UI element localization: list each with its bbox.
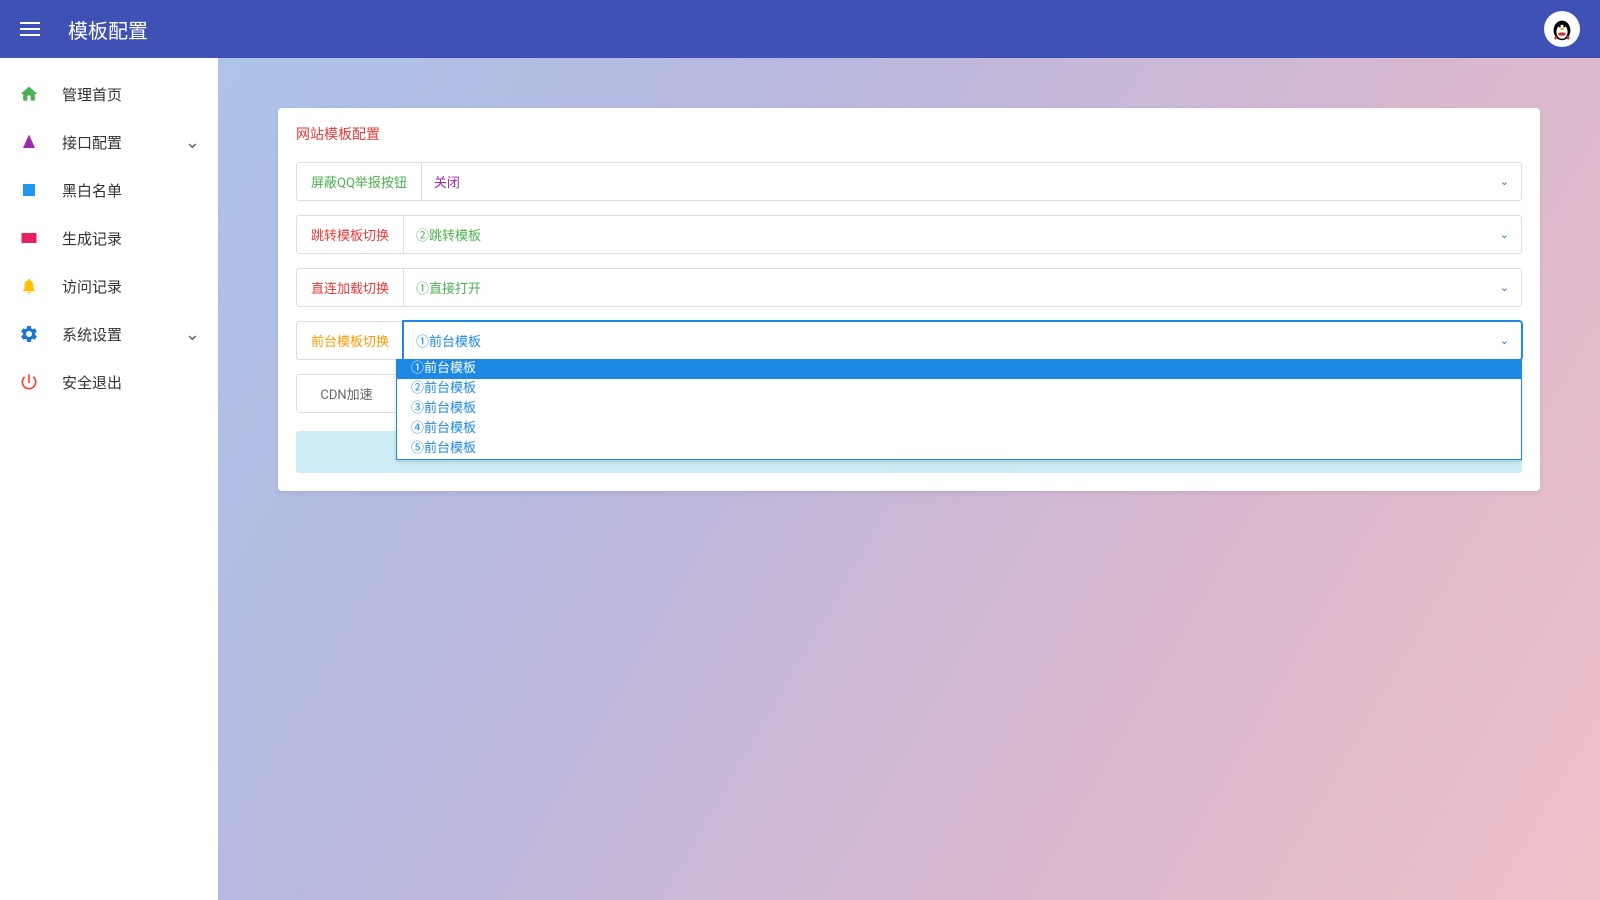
- main-content: 网站模板配置 屏蔽QQ举报按钮关闭⌄跳转模板切换②跳转模板⌄直连加载切换①直接打…: [218, 58, 1600, 900]
- topbar-left: 模板配置: [20, 15, 148, 44]
- row-label: 直连加载切换: [296, 268, 403, 307]
- sidebar-item-label: 接口配置: [62, 132, 185, 153]
- chevron-down-icon: ⌄: [185, 132, 200, 153]
- select-value: ①直接打开: [416, 278, 481, 297]
- sidebar-item-label: 黑白名单: [62, 180, 200, 201]
- bookmark-icon: [18, 179, 40, 201]
- sidebar: 管理首页接口配置⌄黑白名单生成记录访问记录系统设置⌄安全退出: [0, 58, 218, 900]
- select-value: ②跳转模板: [416, 225, 481, 244]
- hamburger-menu-icon[interactable]: [20, 22, 40, 36]
- power-icon: [18, 371, 40, 393]
- chevron-down-icon: ⌄: [185, 324, 200, 345]
- row-label: 跳转模板切换: [296, 215, 403, 254]
- row-select[interactable]: 关闭 ⌄: [421, 162, 1522, 201]
- dropdown-option-3[interactable]: ④前台模板: [397, 419, 1521, 439]
- topbar: 模板配置: [0, 0, 1600, 58]
- form-row-3: 前台模板切换①前台模板⌄①前台模板②前台模板③前台模板④前台模板⑤前台模板: [296, 321, 1522, 360]
- sidebar-item-label: 安全退出: [62, 372, 200, 393]
- sidebar-item-label: 管理首页: [62, 84, 200, 105]
- triangle-icon: [18, 131, 40, 153]
- row-label: 前台模板切换: [296, 321, 403, 360]
- bell-icon: [18, 275, 40, 297]
- form-row-2: 直连加载切换 ①直接打开 ⌄: [296, 268, 1522, 307]
- sidebar-item-label: 生成记录: [62, 228, 200, 249]
- form-row-0: 屏蔽QQ举报按钮关闭 ⌄: [296, 162, 1522, 201]
- row-label: 屏蔽QQ举报按钮: [296, 162, 421, 201]
- dropdown-option-0[interactable]: ①前台模板: [397, 359, 1521, 379]
- chevron-down-icon: ⌄: [1500, 228, 1509, 241]
- row-select[interactable]: ①前台模板 ⌄: [403, 321, 1522, 360]
- sidebar-item-label: 访问记录: [62, 276, 200, 297]
- row-select[interactable]: ①直接打开 ⌄: [403, 268, 1522, 307]
- row-label: CDN加速: [296, 374, 396, 413]
- select-value: 关闭: [434, 172, 460, 191]
- sidebar-item-5[interactable]: 系统设置⌄: [0, 310, 218, 358]
- card-title: 网站模板配置: [296, 124, 1522, 144]
- home-icon: [18, 83, 40, 105]
- sidebar-item-label: 系统设置: [62, 324, 185, 345]
- gear-icon: [18, 323, 40, 345]
- config-card: 网站模板配置 屏蔽QQ举报按钮关闭⌄跳转模板切换②跳转模板⌄直连加载切换①直接打…: [278, 108, 1540, 491]
- sidebar-item-1[interactable]: 接口配置⌄: [0, 118, 218, 166]
- dropdown-option-4[interactable]: ⑤前台模板: [397, 439, 1521, 459]
- dropdown-option-1[interactable]: ②前台模板: [397, 379, 1521, 399]
- sidebar-item-6[interactable]: 安全退出: [0, 358, 218, 406]
- sidebar-item-4[interactable]: 访问记录: [0, 262, 218, 310]
- dropdown: ①前台模板②前台模板③前台模板④前台模板⑤前台模板: [396, 359, 1522, 460]
- dropdown-option-2[interactable]: ③前台模板: [397, 399, 1521, 419]
- penguin-icon: [1548, 15, 1576, 43]
- page-title: 模板配置: [68, 15, 148, 44]
- sidebar-item-0[interactable]: 管理首页: [0, 70, 218, 118]
- select-value: ①前台模板: [416, 331, 481, 350]
- avatar[interactable]: [1544, 11, 1580, 47]
- chevron-down-icon: ⌄: [1500, 175, 1509, 188]
- row-select[interactable]: ②跳转模板 ⌄: [403, 215, 1522, 254]
- sidebar-item-2[interactable]: 黑白名单: [0, 166, 218, 214]
- card-icon: [18, 227, 40, 249]
- chevron-down-icon: ⌄: [1500, 334, 1509, 347]
- form-row-1: 跳转模板切换 ②跳转模板 ⌄: [296, 215, 1522, 254]
- chevron-down-icon: ⌄: [1500, 281, 1509, 294]
- sidebar-item-3[interactable]: 生成记录: [0, 214, 218, 262]
